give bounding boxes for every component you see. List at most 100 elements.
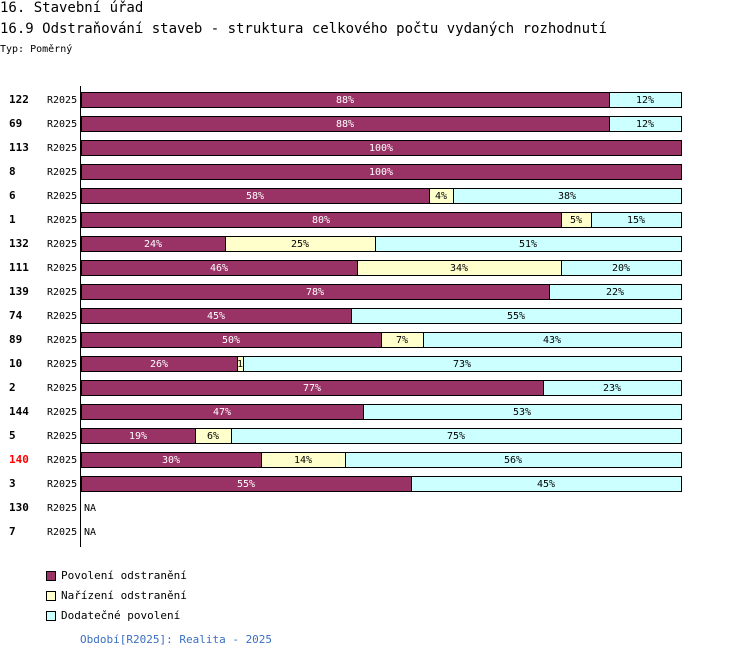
period-tick-label: R2025 [47, 119, 77, 130]
chart-type-label: Typ: Poměrný [0, 44, 73, 55]
category-label: 8 [9, 165, 16, 178]
bar-segment [375, 236, 682, 252]
period-tick-label: R2025 [47, 407, 77, 418]
period-tick-label: R2025 [47, 95, 77, 106]
bar-segment [81, 140, 682, 156]
chart-legend: Povolení odstranění Nařízení odstranění … [46, 566, 187, 626]
category-label: 1 [9, 213, 16, 226]
category-label: 130 [9, 501, 29, 514]
period-tick-label: R2025 [47, 527, 77, 538]
data-label: 5% [570, 215, 582, 226]
data-label: 30% [162, 455, 180, 466]
category-label: 113 [9, 141, 29, 154]
data-label: 88% [336, 119, 354, 130]
data-label: 1 [237, 359, 243, 370]
bar-segment [363, 404, 682, 420]
category-label: 6 [9, 189, 16, 202]
data-label: 15% [627, 215, 645, 226]
period-tick-label: R2025 [47, 215, 77, 226]
data-label: 88% [336, 95, 354, 106]
data-label: 20% [612, 263, 630, 274]
data-label: 100% [369, 167, 393, 178]
category-label: 69 [9, 117, 22, 130]
stacked-bar-chart: 122 R2025 88% 12%69 R2025 88% 12%113 R2025 100%8… [9, 86, 682, 547]
legend-swatch-dodatecne [46, 611, 56, 621]
period-tick-label: R2025 [47, 167, 77, 178]
period-tick-label: R2025 [47, 383, 77, 394]
bar-segment [351, 308, 682, 324]
data-label: 55% [237, 479, 255, 490]
data-label: 12% [636, 119, 654, 130]
data-label: 78% [306, 287, 324, 298]
data-label: 75% [447, 431, 465, 442]
legend-swatch-povoleni [46, 571, 56, 581]
bar-segment [231, 428, 682, 444]
data-label: 53% [513, 407, 531, 418]
bar-segment [591, 212, 682, 228]
data-label: 73% [453, 359, 471, 370]
na-label: NA [84, 503, 96, 514]
data-label: 43% [543, 335, 561, 346]
data-label: 80% [312, 215, 330, 226]
data-label: 12% [636, 95, 654, 106]
category-label: 3 [9, 477, 16, 490]
period-link[interactable]: Období[R2025]: Realita - 2025 [80, 633, 273, 646]
period-tick-label: R2025 [47, 359, 77, 370]
data-label: 19% [129, 431, 147, 442]
period-tick-label: R2025 [47, 239, 77, 250]
data-label: 58% [246, 191, 264, 202]
category-label: 10 [9, 357, 22, 370]
bar-segment [345, 452, 682, 468]
period-tick-label: R2025 [47, 191, 77, 202]
chart-section-title: 16. Stavební úřad [0, 0, 144, 16]
period-tick-label: R2025 [47, 311, 77, 322]
data-label: 25% [291, 239, 309, 250]
data-label: 45% [537, 479, 555, 490]
data-label: 23% [603, 383, 621, 394]
period-tick-label: R2025 [47, 455, 77, 466]
data-label: 26% [150, 359, 168, 370]
data-label: 47% [213, 407, 231, 418]
category-label: 144 [9, 405, 29, 418]
legend-swatch-narizeni [46, 591, 56, 601]
bar-segment [609, 116, 682, 132]
period-tick-label: R2025 [47, 503, 77, 514]
category-label: 74 [9, 309, 23, 322]
na-label: NA [84, 527, 96, 538]
data-label: 7% [396, 335, 408, 346]
category-label: 5 [9, 429, 16, 442]
data-label: 24% [144, 239, 162, 250]
bar-segment [549, 284, 682, 300]
legend-label-dodatecne: Dodatečné povolení [61, 609, 181, 622]
bar-segment [543, 380, 682, 396]
category-label: 122 [9, 93, 29, 106]
period-tick-label: R2025 [47, 335, 77, 346]
data-label: 4% [435, 191, 447, 202]
category-label: 139 [9, 285, 29, 298]
bar-segment [561, 260, 682, 276]
legend-item-dodatecne: Dodatečné povolení [46, 606, 187, 626]
legend-label-povoleni: Povolení odstranění [61, 569, 187, 582]
data-label: 22% [606, 287, 624, 298]
bar-segment [453, 188, 682, 204]
legend-label-narizeni: Nařízení odstranění [61, 589, 187, 602]
data-label: 55% [507, 311, 525, 322]
data-label: 6% [207, 431, 219, 442]
data-label: 100% [369, 143, 393, 154]
bar-segment [609, 92, 682, 108]
category-label: 7 [9, 525, 16, 538]
category-label: 111 [9, 261, 29, 274]
category-label: 2 [9, 381, 16, 394]
chart-title: 16.9 Odstraňování staveb - struktura cel… [0, 21, 607, 37]
legend-item-narizeni: Nařízení odstranění [46, 586, 187, 606]
legend-item-povoleni: Povolení odstranění [46, 566, 187, 586]
bar-segment [81, 164, 682, 180]
period-tick-label: R2025 [47, 287, 77, 298]
bar-segment [243, 356, 682, 372]
bar-segment [411, 476, 682, 492]
data-label: 50% [222, 335, 240, 346]
data-label: 45% [207, 311, 225, 322]
data-label: 38% [558, 191, 576, 202]
period-tick-label: R2025 [47, 143, 77, 154]
period-tick-label: R2025 [47, 431, 77, 442]
